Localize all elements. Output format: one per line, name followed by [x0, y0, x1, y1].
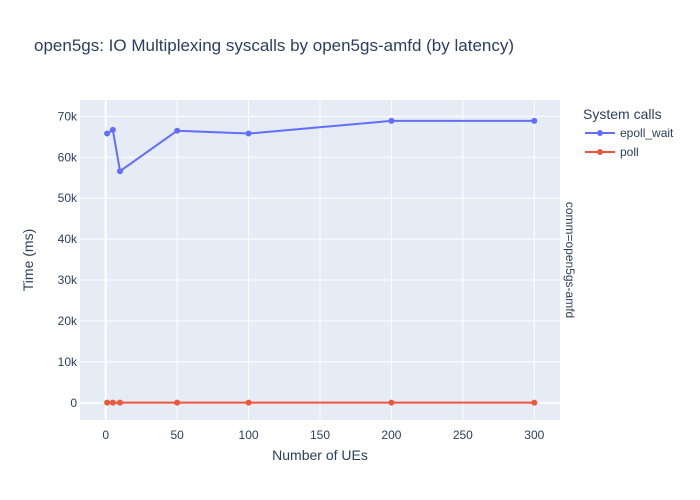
data-point-epoll-wait — [109, 126, 116, 133]
x-tick-label: 300 — [524, 428, 544, 442]
facet-label: comm=open5gs-amfd — [563, 202, 577, 318]
x-tick-label: 100 — [239, 428, 259, 442]
series-poll — [104, 399, 538, 406]
data-point-epoll-wait — [174, 127, 181, 134]
series-epoll-wait — [104, 117, 538, 175]
data-point-epoll-wait — [245, 130, 252, 137]
y-tick-label: 30k — [58, 273, 78, 287]
data-point-poll — [104, 399, 111, 406]
legend-item-poll: poll — [585, 145, 639, 159]
y-tick-label: 50k — [58, 191, 78, 205]
data-point-poll — [245, 399, 252, 406]
data-point-epoll-wait — [104, 130, 111, 137]
y-tick-label: 40k — [58, 232, 78, 246]
data-point-epoll-wait — [388, 117, 395, 124]
y-axis-title: Time (ms) — [20, 229, 36, 291]
data-point-poll — [531, 399, 538, 406]
x-tick-label: 200 — [381, 428, 401, 442]
legend-swatch-marker — [597, 149, 603, 155]
legend-swatch-marker — [597, 130, 603, 136]
x-tick-label: 250 — [453, 428, 473, 442]
legend-item-epoll-wait: epoll_wait — [585, 126, 674, 140]
y-tick-label: 0 — [70, 396, 77, 410]
y-tick-label: 10k — [58, 355, 78, 369]
y-tick-label: 60k — [58, 150, 78, 164]
legend-label: poll — [620, 145, 639, 159]
x-tick-label: 50 — [170, 428, 184, 442]
x-axis-ticks: 0 50 100 150 200 250 300 — [102, 428, 544, 442]
data-point-epoll-wait — [117, 168, 123, 175]
x-tick-label: 0 — [102, 428, 109, 442]
series-group — [104, 117, 538, 406]
data-point-poll — [174, 399, 181, 406]
y-tick-label: 20k — [58, 314, 78, 328]
data-point-epoll-wait — [531, 117, 538, 124]
data-point-poll — [109, 399, 116, 406]
x-tick-label: 150 — [310, 428, 330, 442]
legend-label: epoll_wait — [620, 126, 674, 140]
data-point-poll — [388, 399, 395, 406]
data-point-poll — [117, 399, 123, 406]
x-axis-title: Number of UEs — [272, 447, 368, 463]
gridlines — [80, 100, 560, 420]
legend-title: System calls — [583, 106, 662, 122]
chart-title: open5gs: IO Multiplexing syscalls by ope… — [34, 36, 514, 55]
y-tick-label: 70k — [58, 109, 78, 123]
y-axis-ticks: 0 10k 20k 30k 40k 50k 60k 70k — [58, 109, 78, 409]
